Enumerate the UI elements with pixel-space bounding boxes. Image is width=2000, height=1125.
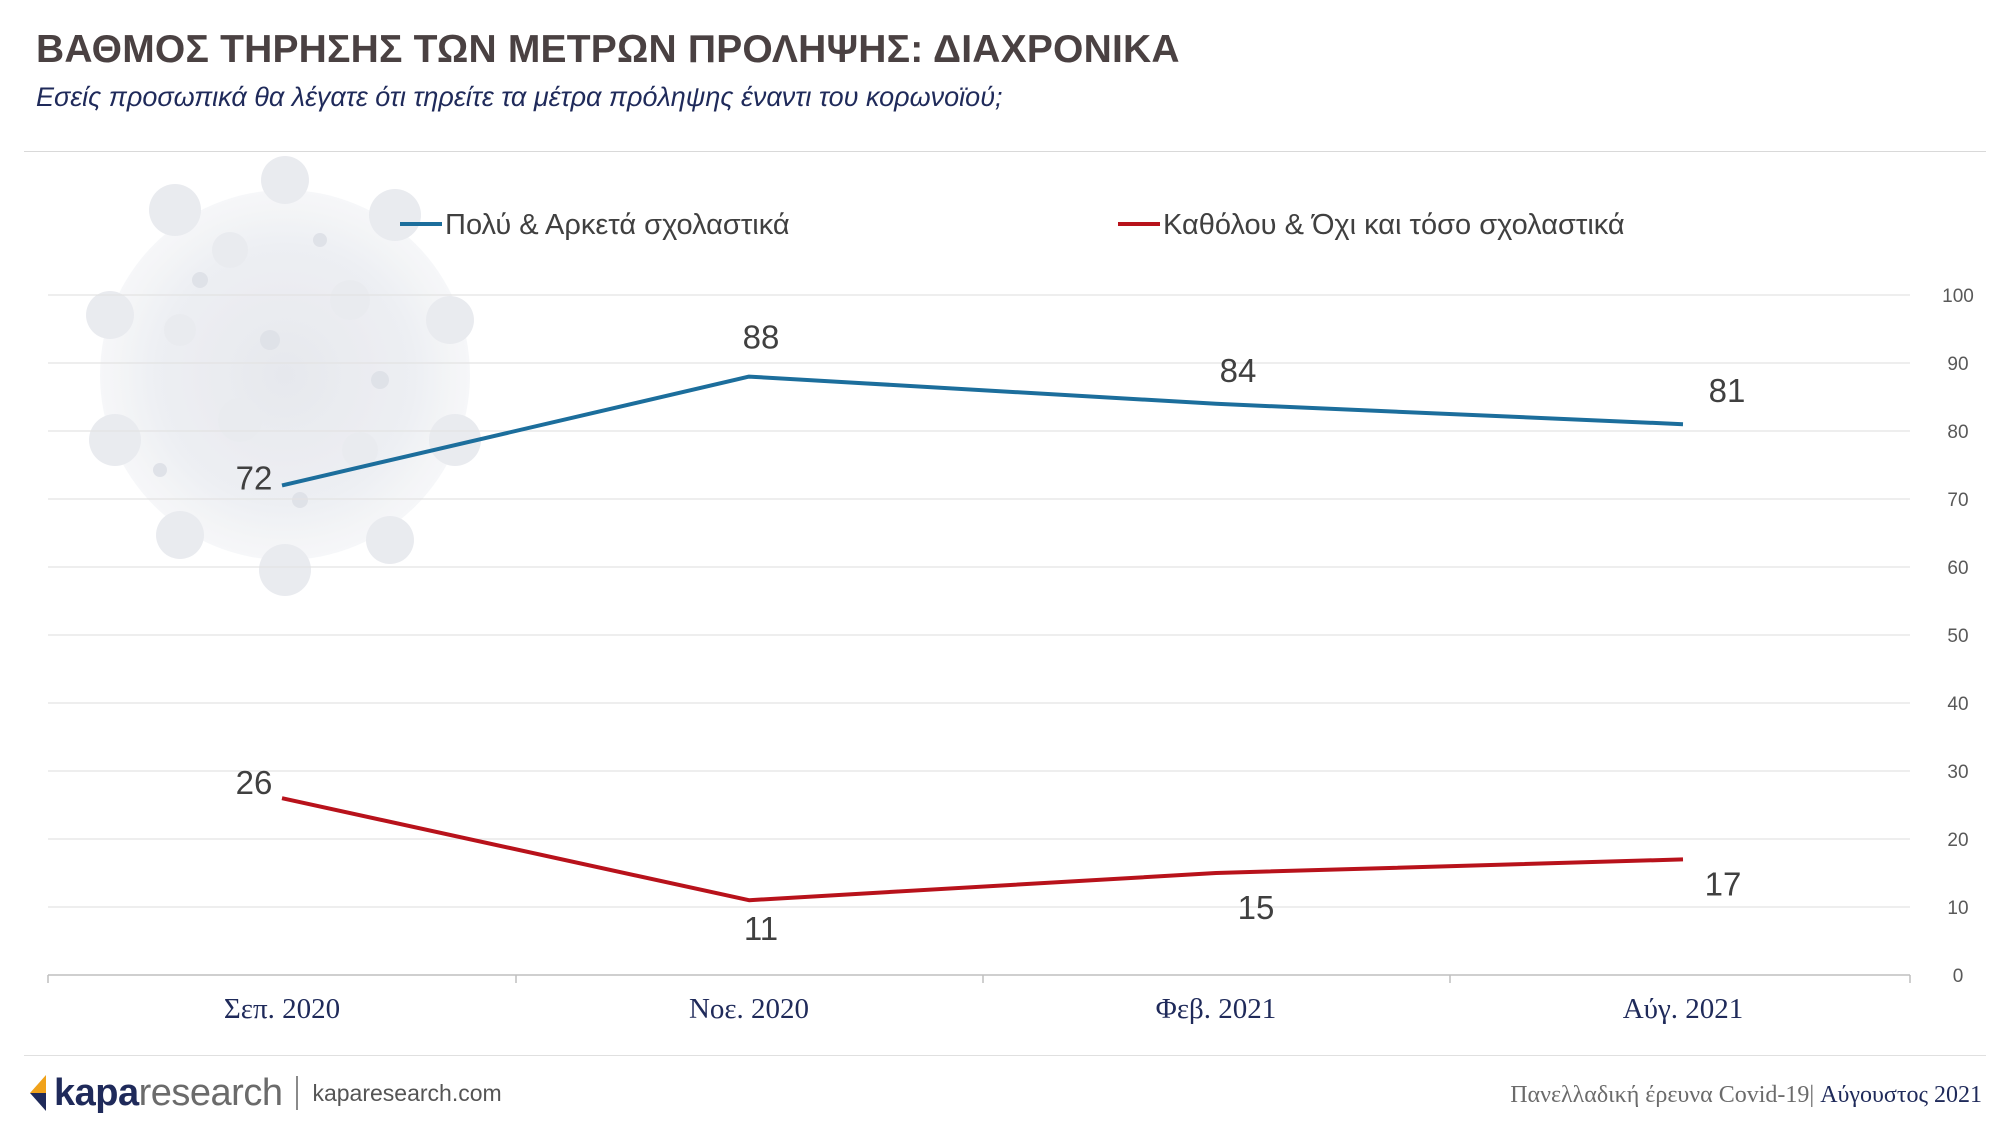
chart-legend: Πολύ & Αρκετά σχολαστικά Καθόλου & Όχι κα… [400,209,1625,241]
y-axis-tick-labels: 0 10 20 30 40 50 60 70 80 90 100 [1942,286,1974,987]
y-tick-label: 40 [1947,694,1968,715]
legend-label: Καθόλου & Όχι και τόσο σχολαστικά [1163,209,1625,241]
x-category-label: Αύγ. 2021 [1623,993,1744,1025]
legend-label: Πολύ & Αρκετά σχολαστικά [445,209,790,241]
logo-url: kaparesearch.com [312,1079,502,1106]
survey-info: Πανελλαδική έρευνα Covid-19| Αύγουστος 2… [1510,1082,1982,1109]
chart-axes [47,974,1911,983]
y-tick-label: 70 [1947,490,1968,511]
data-label: 84 [1220,352,1257,389]
y-tick-label: 30 [1947,762,1968,783]
header-divider [24,151,1986,152]
data-label: 72 [236,459,273,496]
kapa-research-logo: kaparesearch kaparesearch.com [26,1068,502,1118]
page-title: ΒΑΘΜΟΣ ΤΗΡΗΣΗΣ ΤΩΝ ΜΕΤΡΩΝ ΠΡΟΛΗΨΗΣ: ΔΙΑΧ… [36,28,1180,71]
chart-data-labels: 72 88 84 81 26 11 15 17 [236,319,1746,948]
footer-divider [24,1055,1986,1056]
y-tick-label: 0 [1953,966,1964,987]
data-label: 81 [1709,372,1746,409]
x-category-label: Σεπ. 2020 [224,993,340,1025]
x-category-label: Φεβ. 2021 [1156,993,1277,1025]
y-tick-label: 60 [1947,558,1968,579]
y-tick-label: 90 [1947,354,1968,375]
coronavirus-illustration-icon [86,156,481,596]
x-category-label: Νοε. 2020 [689,993,809,1025]
survey-date: Αύγουστος 2021 [1820,1082,1982,1108]
data-label: 26 [236,764,273,801]
logo-wordmark: kaparesearch [54,1071,283,1114]
logo-separator [296,1076,299,1110]
y-tick-label: 20 [1947,830,1968,851]
data-label: 11 [744,910,778,947]
series-line [281,796,1684,903]
chart-series-lines [281,374,1684,903]
y-tick-label: 50 [1947,626,1968,647]
kapa-logo-icon [30,1075,46,1111]
data-label: 88 [743,319,780,356]
y-tick-label: 10 [1947,898,1968,919]
y-tick-label: 80 [1947,422,1968,443]
data-label: 17 [1705,865,1742,902]
chart-gridlines [48,294,1910,908]
data-label: 15 [1238,889,1275,926]
series-line [281,374,1684,488]
x-axis-category-labels: Σεπ. 2020 Νοε. 2020 Φεβ. 2021 Αύγ. 2021 [224,993,1743,1025]
page-subtitle: Εσείς προσωπικά θα λέγατε ότι τηρείτε τα… [36,82,1003,112]
survey-name: Πανελλαδική έρευνα Covid-19 [1510,1082,1810,1108]
survey-separator: | [1809,1082,1821,1108]
y-tick-label: 100 [1942,286,1974,307]
